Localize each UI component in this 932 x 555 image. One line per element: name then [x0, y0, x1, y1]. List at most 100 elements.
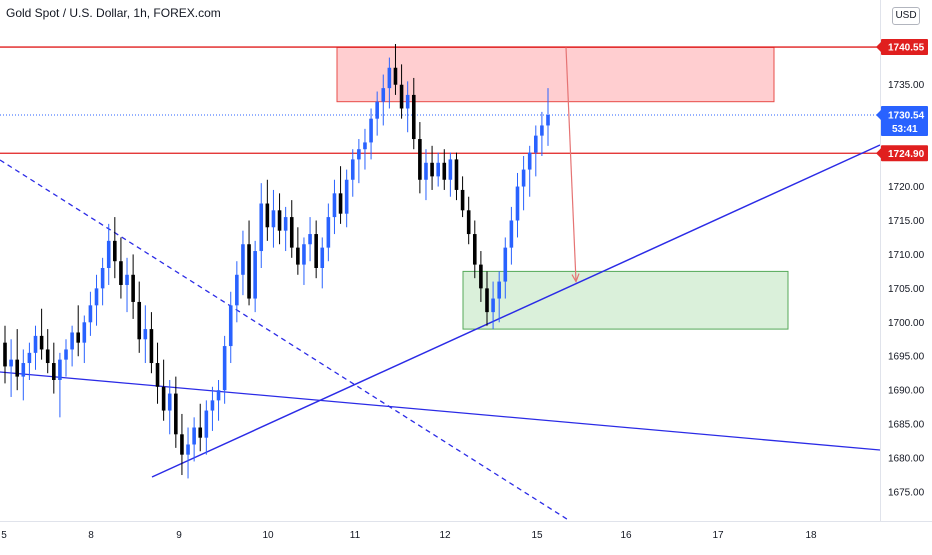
price-level-label: 1724.90 [888, 149, 925, 160]
candle [167, 379, 172, 435]
candle [424, 149, 428, 201]
candle [277, 193, 282, 245]
rising-trendline[interactable] [151, 144, 881, 478]
candle [15, 329, 20, 391]
projection-arrow-line[interactable] [565, 47, 577, 282]
candle-body [198, 427, 203, 438]
candle-body [216, 390, 221, 401]
candle-body [418, 139, 422, 180]
candle [58, 352, 62, 418]
candle [320, 237, 325, 289]
last-price-label: 1730.54 [888, 111, 925, 122]
candle [39, 308, 44, 360]
candle [155, 342, 160, 404]
candle-body [52, 363, 56, 380]
candle-body [326, 217, 331, 248]
candle-body [15, 359, 20, 377]
candle-body [210, 400, 215, 411]
candle [100, 257, 105, 306]
candle-body [363, 142, 367, 150]
candle [21, 349, 26, 401]
candle-body [119, 261, 123, 285]
candle [283, 206, 288, 252]
candle-body [527, 152, 532, 170]
buy-zone-box[interactable] [462, 270, 789, 330]
candle [88, 291, 93, 336]
candle [94, 274, 99, 326]
projection-arrow-head [571, 273, 580, 283]
candle-body [314, 234, 318, 268]
candle-body [9, 359, 13, 367]
candle-body [350, 159, 355, 180]
last-price-badge [881, 106, 928, 136]
candle-body [436, 162, 440, 177]
candle [418, 122, 422, 194]
candle [3, 325, 7, 384]
time-tick-label: 5 [1, 530, 7, 541]
candle [265, 179, 270, 241]
candle [314, 220, 318, 279]
countdown-label: 53:41 [892, 124, 918, 135]
candle [82, 315, 87, 364]
price-tick-label: 1685.00 [888, 420, 925, 431]
candle-body [491, 298, 495, 313]
candle [52, 342, 56, 394]
candle [436, 152, 440, 187]
candle-body [503, 247, 508, 282]
candle-body [381, 88, 386, 102]
candle-body [424, 162, 428, 180]
candle-body [143, 329, 148, 340]
time-tick-label: 11 [350, 530, 361, 541]
price-tick-label: 1695.00 [888, 352, 925, 363]
descending-dashed-trendline[interactable] [0, 159, 571, 522]
sell-zone-box[interactable] [336, 46, 775, 103]
price-tick-label: 1720.00 [888, 182, 925, 193]
candle [302, 237, 306, 285]
price-level-pointer [876, 148, 881, 159]
price-tick-label: 1700.00 [888, 318, 925, 329]
candle-body [88, 305, 93, 323]
time-tick-label: 15 [531, 530, 543, 541]
candle [485, 271, 489, 326]
price-level-pointer [876, 42, 881, 53]
candle [296, 227, 300, 275]
descending-trendline[interactable] [0, 371, 881, 451]
candle-body [509, 220, 514, 248]
candle-body [58, 359, 62, 380]
candle [479, 251, 483, 302]
candle-body [533, 135, 538, 153]
candle-body [399, 84, 404, 109]
time-tick-label: 10 [262, 530, 274, 541]
candle [161, 359, 166, 421]
candle [125, 257, 129, 313]
candle [375, 91, 379, 136]
candle [546, 88, 550, 146]
candle [222, 335, 227, 404]
candle [338, 166, 343, 224]
currency-button[interactable]: USD [892, 7, 920, 25]
candle-body [302, 244, 306, 265]
candle-body [497, 281, 501, 299]
candle [9, 339, 13, 397]
candle [387, 57, 392, 109]
candle-body [466, 210, 471, 235]
candle-body [76, 332, 81, 343]
candle-body [411, 94, 416, 140]
candle-body [430, 162, 434, 177]
candle [186, 427, 190, 479]
candle [491, 281, 495, 330]
candle [497, 271, 501, 323]
candle [113, 217, 117, 279]
candle-body [241, 244, 245, 275]
candle [448, 152, 453, 197]
candle [228, 291, 233, 364]
candle-body [131, 274, 135, 302]
candle [45, 329, 50, 374]
candle-body [259, 203, 264, 252]
candle-body [289, 217, 294, 248]
candle-body [100, 267, 105, 289]
candle-body [338, 193, 343, 214]
price-tick-label: 1715.00 [888, 216, 925, 227]
